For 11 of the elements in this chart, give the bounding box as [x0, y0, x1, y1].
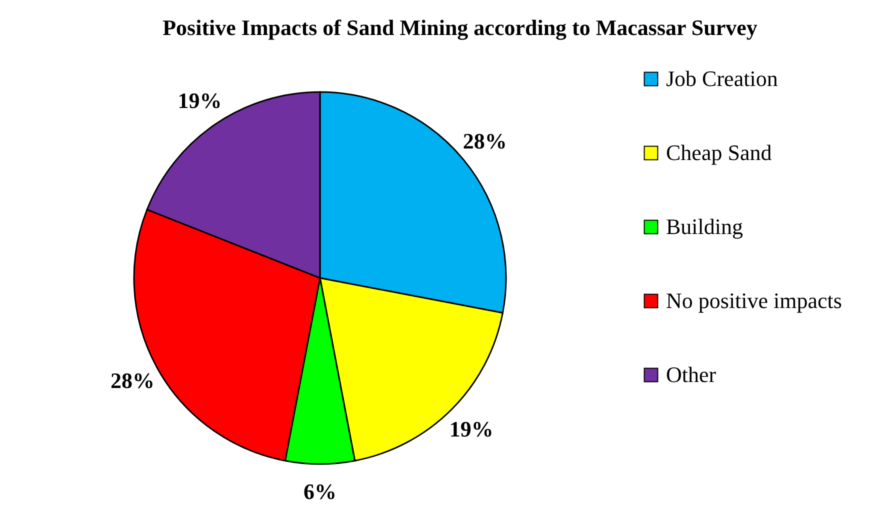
legend-label: Other: [666, 362, 717, 387]
legend-label: Building: [666, 214, 744, 239]
data-label: 28%: [110, 368, 154, 394]
legend-label: Job Creation: [666, 66, 778, 91]
legend-label: Cheap Sand: [666, 140, 772, 165]
data-label: 19%: [449, 416, 494, 442]
legend-label: No positive impacts: [666, 288, 842, 313]
chart-title: Positive Impacts of Sand Mining according to Macassar Survey: [162, 14, 758, 42]
data-label: 19%: [178, 88, 222, 114]
data-label: 6%: [304, 479, 336, 504]
data-label: 28%: [462, 128, 507, 154]
